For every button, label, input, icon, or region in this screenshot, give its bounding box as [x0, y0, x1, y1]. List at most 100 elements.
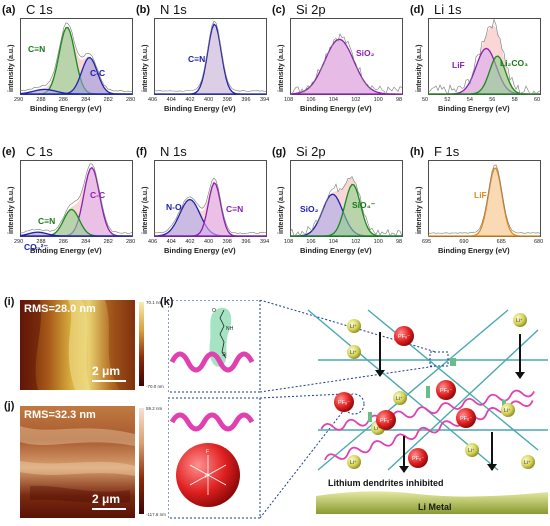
y-axis-label-e: intensity (a.u.) [8, 186, 15, 234]
y-axis-label-c: intensity (a.u.) [278, 44, 285, 92]
li-metal-label: Li Metal [418, 502, 452, 512]
panel-label-f: (f) [136, 146, 147, 158]
panel-label-i: (i) [4, 296, 15, 308]
tick-d-5: 60 [534, 97, 541, 103]
li-ion-1 [513, 313, 527, 327]
xps-panel-h: (h) F 1s 695 690 685 680 Binding Energy (eV) in… [410, 144, 550, 286]
raw-data-e [20, 163, 133, 234]
tick-f-6: 394 [260, 239, 270, 245]
peak-h-0 [428, 167, 540, 237]
x-axis-label-h: Binding Energy (eV) [438, 246, 510, 255]
arrow-head-3 [487, 464, 497, 471]
panel-title-e: C 1s [26, 144, 53, 159]
tick-d-0: 50 [422, 97, 429, 103]
colorbar-j [139, 408, 144, 514]
peak-annotation-g-0: SiO₂ [300, 204, 319, 214]
peak-annotation-c-0: SiO₂ [356, 48, 375, 58]
tick-h-2: 685 [496, 239, 506, 245]
peak-f-1 [154, 181, 266, 237]
raw-data-g [290, 176, 403, 237]
p-label: P [205, 474, 209, 480]
tick-d-4: 58 [511, 97, 518, 103]
colorbar-top-i: 70.1 nm [146, 300, 163, 305]
x-axis-label-a: Binding Energy (eV) [30, 104, 102, 113]
panel-label-e: (e) [2, 146, 16, 158]
raw-data-f [154, 177, 267, 235]
pf6-anion-2 [376, 410, 396, 430]
y-axis-label-g: intensity (a.u.) [278, 186, 285, 234]
y-axis-label-d: intensity (a.u.) [416, 44, 423, 92]
peak-annotation-h-0: LiF [474, 190, 487, 200]
xps-panel-g: (g) Si 2p 108 106 104 102 100 98 Binding Energy … [272, 144, 414, 286]
polymer-chain-main-a [320, 389, 535, 431]
tick-c-2: 104 [328, 97, 338, 103]
peak-annotation-a-1: C-C [90, 68, 106, 78]
tick-e-3: 284 [81, 239, 91, 245]
peak-annotation-e-1: C≡N [38, 216, 56, 226]
tick-g-3: 102 [351, 239, 361, 245]
inset-box-bottom [168, 397, 261, 519]
li-ion-label-4: Li⁺ [396, 396, 403, 402]
molecule-chain [219, 309, 227, 359]
connector-mid [259, 365, 437, 393]
colorbar-bottom-j: -117.6 nm [146, 512, 166, 517]
li-ion-0 [347, 319, 361, 333]
li-ion-label-1: Li⁺ [516, 318, 523, 324]
spectrum-h [428, 160, 541, 237]
tick-a-2: 286 [58, 97, 68, 103]
spectrum-e [20, 160, 133, 237]
tick-g-4: 100 [373, 239, 383, 245]
tick-e-5: 280 [126, 239, 136, 245]
tick-e-2: 286 [58, 239, 68, 245]
tick-c-1: 106 [306, 97, 316, 103]
y-axis-label-a: intensity (a.u.) [8, 44, 15, 92]
peak-annotation-b-0: C≡N [188, 54, 206, 64]
spectrum-a [20, 18, 133, 95]
arrow-head-2 [399, 466, 409, 473]
rms-label-j: RMS=32.3 nm [24, 409, 96, 421]
colorbar-bottom-i: -70.0 nm [146, 384, 164, 389]
raw-data-b [154, 20, 267, 92]
li-ion-2 [347, 345, 361, 359]
xps-panel-d: (d) Li 1s 50 52 54 56 58 60 Binding Energy (eV) i… [410, 2, 550, 144]
si-label: Si [222, 352, 226, 358]
peak-annotation-f-1: C≡N [226, 204, 244, 214]
green-highlight [209, 307, 232, 367]
afm-image-j: RMS=32.3 nm 2 μm [20, 406, 135, 518]
tick-d-1: 52 [444, 97, 451, 103]
spectrum-c [290, 18, 403, 95]
panel-label-c: (c) [272, 4, 286, 16]
tick-f-3: 400 [204, 239, 214, 245]
raw-data-h [428, 164, 541, 234]
polymer-chain-main-b [324, 400, 534, 461]
peak-a-0 [20, 26, 132, 95]
tick-f-5: 396 [241, 239, 251, 245]
spectrum-f [154, 160, 267, 237]
schematic-k: NH O Si P F Lithium dendrites inhibited … [168, 300, 548, 519]
spectrum-d [428, 18, 541, 95]
panel-title-g: Si 2p [296, 144, 326, 159]
peak-g-1 [290, 183, 402, 237]
x-axis-label-b: Binding Energy (eV) [164, 104, 236, 113]
tick-g-1: 106 [306, 239, 316, 245]
pf6-anion-4 [456, 408, 476, 428]
scale-label-j: 2 μm [92, 492, 121, 506]
pf6-anion-3 [408, 448, 428, 468]
peak-annotation-d-1: Li₂CO₃ [500, 58, 529, 68]
li-ion-label-7: Li⁺ [468, 448, 475, 454]
tick-a-1: 288 [36, 97, 46, 103]
li-ion-label-2: Li⁺ [350, 350, 357, 356]
zoom-box-b [429, 351, 449, 367]
tick-d-2: 54 [466, 97, 473, 103]
polymer-helix-bottom [169, 412, 255, 432]
arrow-head-0 [375, 370, 385, 377]
panel-title-b: N 1s [160, 2, 187, 17]
y-axis-label-f: intensity (a.u.) [142, 186, 149, 234]
panel-label-k: (k) [160, 296, 174, 308]
tick-a-3: 284 [81, 97, 91, 103]
scale-bar-j [92, 508, 126, 510]
tick-h-3: 680 [534, 239, 544, 245]
f-label: F [206, 449, 209, 455]
panel-label-g: (g) [272, 146, 287, 158]
tick-f-2: 402 [185, 239, 195, 245]
